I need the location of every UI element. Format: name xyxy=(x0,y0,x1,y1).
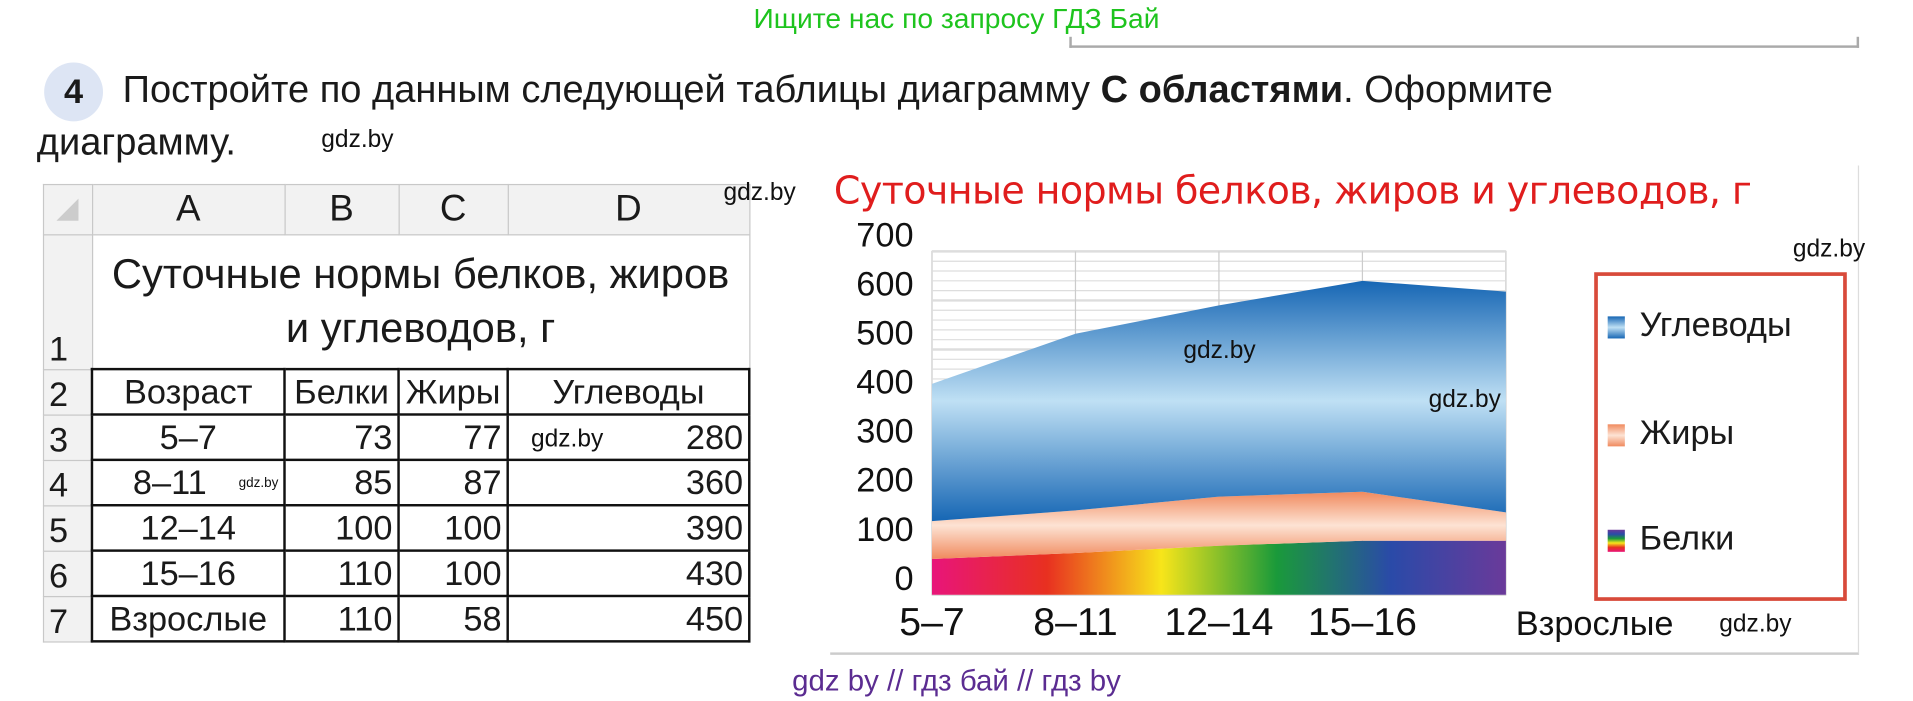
task-text-part: . Оформите xyxy=(1343,67,1553,111)
y-tick-label: 700 xyxy=(856,216,913,254)
column-header-c[interactable]: C xyxy=(397,183,509,236)
cell[interactable]: 430 xyxy=(506,549,751,598)
task-number-badge: 4 xyxy=(44,62,104,122)
y-tick-label: 600 xyxy=(856,266,913,304)
header-cell[interactable]: Жиры xyxy=(397,367,509,416)
cell-value: 280 xyxy=(685,417,744,456)
table-row: 5 12–14 100 100 390 xyxy=(42,504,751,552)
spreadsheet: A B C D 1 Суточные нормы белков, жиров и… xyxy=(42,183,751,643)
bottom-watermark: gdz by // гдз бай // гдз by xyxy=(792,664,1121,698)
row-number[interactable]: 5 xyxy=(42,504,93,552)
x-tick-label: Взрослые xyxy=(1516,605,1674,643)
task-text: Постройте по данным следующей таблицы ди… xyxy=(123,67,1858,111)
column-header-d[interactable]: D xyxy=(507,183,750,236)
area-series-0 xyxy=(931,540,1506,595)
table-title-cell[interactable]: Суточные нормы белков, жиров и углеводов… xyxy=(91,234,750,370)
cell[interactable]: gdz.by 280 xyxy=(506,413,751,462)
column-header-b[interactable]: B xyxy=(283,183,400,236)
table-row: 4 8–11 gdz.by 85 87 360 xyxy=(42,458,751,507)
cell[interactable]: 15–16 xyxy=(90,549,286,598)
search-ad-text: Ищите нас по запросу ГДЗ Бай xyxy=(753,2,1160,35)
cell[interactable]: 85 xyxy=(283,458,400,507)
select-all-corner[interactable] xyxy=(42,183,93,236)
table-row: 6 15–16 110 100 430 xyxy=(42,549,751,598)
legend-item-fats: Жиры xyxy=(1607,413,1735,452)
cell[interactable]: 73 xyxy=(283,413,400,462)
cell-value: 8–11 xyxy=(132,462,207,501)
header-cell[interactable]: Белки xyxy=(283,367,400,416)
legend-label: Жиры xyxy=(1639,413,1735,452)
cell[interactable]: 110 xyxy=(283,549,400,598)
cell[interactable]: 360 xyxy=(506,458,751,507)
row-number[interactable]: 7 xyxy=(42,595,93,642)
y-tick-label: 300 xyxy=(856,413,913,451)
y-tick-label: 200 xyxy=(856,462,913,500)
row-number[interactable]: 3 xyxy=(42,413,93,461)
cell[interactable]: 87 xyxy=(397,458,509,507)
y-tick-label: 0 xyxy=(894,560,913,598)
y-tick-label: 100 xyxy=(856,511,913,549)
header-cell[interactable]: Углеводы xyxy=(506,367,751,416)
row-number[interactable]: 1 xyxy=(42,234,93,370)
legend-label: Белки xyxy=(1639,518,1735,557)
legend-swatch xyxy=(1607,315,1625,338)
legend-label: Углеводы xyxy=(1639,305,1792,344)
cell[interactable]: 77 xyxy=(397,413,509,462)
watermark: gdz.by xyxy=(321,126,394,154)
watermark: gdz.by xyxy=(238,475,279,491)
task-text-bold: С областями xyxy=(1100,67,1344,111)
watermark: gdz.by xyxy=(1183,337,1256,365)
legend-item-proteins: Белки xyxy=(1607,518,1735,558)
x-tick-label: 8–11 xyxy=(1033,600,1117,644)
divider xyxy=(1069,36,1860,48)
chart-legend: Углеводы Жиры Белки xyxy=(1594,272,1847,601)
chart-title: Суточные нормы белков, жиров и углеводов… xyxy=(833,169,1752,214)
column-header-a[interactable]: A xyxy=(91,183,286,236)
table-row: 7 Взрослые 110 58 450 xyxy=(42,594,751,643)
y-tick-label: 400 xyxy=(856,364,913,402)
x-tick-label: 15–16 xyxy=(1308,600,1417,644)
watermark: gdz.by xyxy=(1719,610,1792,638)
y-tick-label: 500 xyxy=(856,315,913,353)
legend-swatch xyxy=(1607,423,1625,446)
watermark: gdz.by xyxy=(1792,235,1866,263)
cell[interactable]: 8–11 gdz.by xyxy=(90,458,286,507)
cell[interactable]: 100 xyxy=(283,504,400,552)
area-series-2 xyxy=(931,280,1506,522)
legend-item-carbs: Углеводы xyxy=(1607,305,1792,344)
cell[interactable]: 390 xyxy=(506,504,751,552)
watermark: gdz.by xyxy=(723,179,796,207)
table-row: 3 5–7 73 77 gdz.by 280 xyxy=(42,413,751,462)
watermark: gdz.by xyxy=(530,425,604,453)
cell[interactable]: 58 xyxy=(397,594,509,643)
header-cell[interactable]: Возраст xyxy=(90,367,286,416)
legend-swatch xyxy=(1607,529,1625,552)
watermark: gdz.by xyxy=(1428,386,1501,414)
chart-frame xyxy=(830,165,1860,655)
cell[interactable]: 5–7 xyxy=(90,413,286,462)
row-number[interactable]: 2 xyxy=(42,368,93,416)
task-text-line2: диаграмму. xyxy=(36,120,236,164)
x-tick-label: 12–14 xyxy=(1164,600,1273,644)
x-tick-label: 5–7 xyxy=(899,600,964,644)
row-number[interactable]: 4 xyxy=(42,459,93,506)
cell[interactable]: 450 xyxy=(506,594,751,643)
task-text-part: Постройте по данным следующей таблицы ди… xyxy=(122,67,1101,111)
area-series-1 xyxy=(931,491,1506,559)
row-number[interactable]: 6 xyxy=(42,549,93,597)
cell[interactable]: 110 xyxy=(283,594,400,643)
cell[interactable]: 12–14 xyxy=(90,504,286,552)
cell[interactable]: 100 xyxy=(397,549,509,598)
cell[interactable]: Взрослые xyxy=(90,594,286,643)
cell[interactable]: 100 xyxy=(397,504,509,552)
